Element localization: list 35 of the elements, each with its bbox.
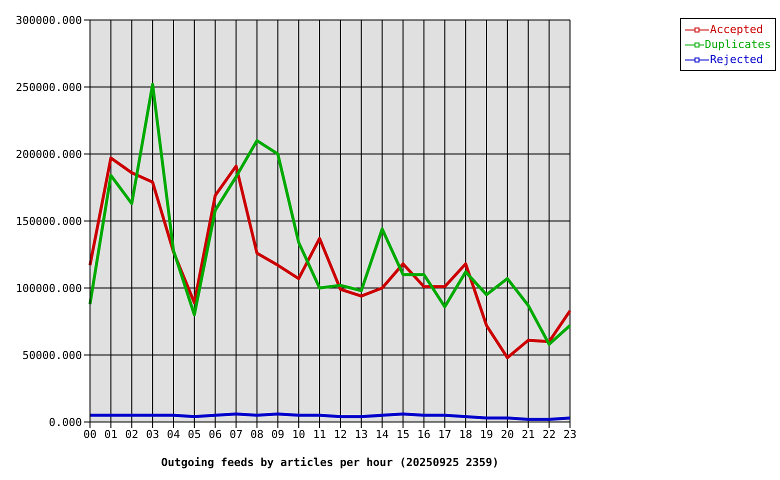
x-tick-label: 23 — [563, 428, 577, 441]
y-tick-label: 250000.000 — [16, 80, 82, 94]
x-tick-label: 13 — [354, 428, 368, 441]
x-tick-label: 06 — [208, 428, 222, 441]
x-tick-label: 20 — [500, 428, 514, 441]
y-tick-label: 150000.000 — [16, 214, 82, 228]
y-tick-label: 0.000 — [48, 416, 82, 429]
y-tick-label: 300000.000 — [16, 14, 82, 27]
x-tick-label: 19 — [480, 428, 494, 441]
y-tick-label: 200000.000 — [16, 148, 82, 161]
x-tick-label: 07 — [229, 428, 243, 441]
x-tick-label: 16 — [417, 428, 431, 441]
x-tick-label: 00 — [83, 428, 97, 441]
x-tick-label: 18 — [459, 428, 472, 441]
x-tick-label: 03 — [146, 428, 160, 441]
x-tick-label: 21 — [522, 428, 535, 441]
x-tick-label: 17 — [438, 428, 452, 441]
x-tick-label: 10 — [292, 428, 306, 441]
x-tick-label: 14 — [376, 428, 390, 441]
x-tick-label: 15 — [396, 428, 410, 441]
x-tick-label: 09 — [271, 428, 284, 441]
x-tick-label: 05 — [188, 428, 201, 441]
x-tick-label: 02 — [125, 428, 138, 441]
x-tick-label: 12 — [334, 428, 348, 441]
x-tick-label: 01 — [104, 428, 118, 441]
x-tick-label: 04 — [166, 428, 180, 441]
x-tick-label: 11 — [312, 428, 326, 441]
y-tick-label: 100000.000 — [16, 282, 82, 295]
x-axis-title: Outgoing feeds by articles per hour (20250925 2359) — [161, 456, 499, 469]
y-tick-label: 50000.000 — [22, 348, 82, 362]
legend-label: Duplicates — [704, 37, 771, 52]
legend-label: Rejected — [710, 52, 763, 67]
legend-label: Accepted — [710, 22, 763, 37]
x-tick-label: 08 — [250, 428, 264, 441]
x-tick-label: 22 — [542, 428, 556, 441]
